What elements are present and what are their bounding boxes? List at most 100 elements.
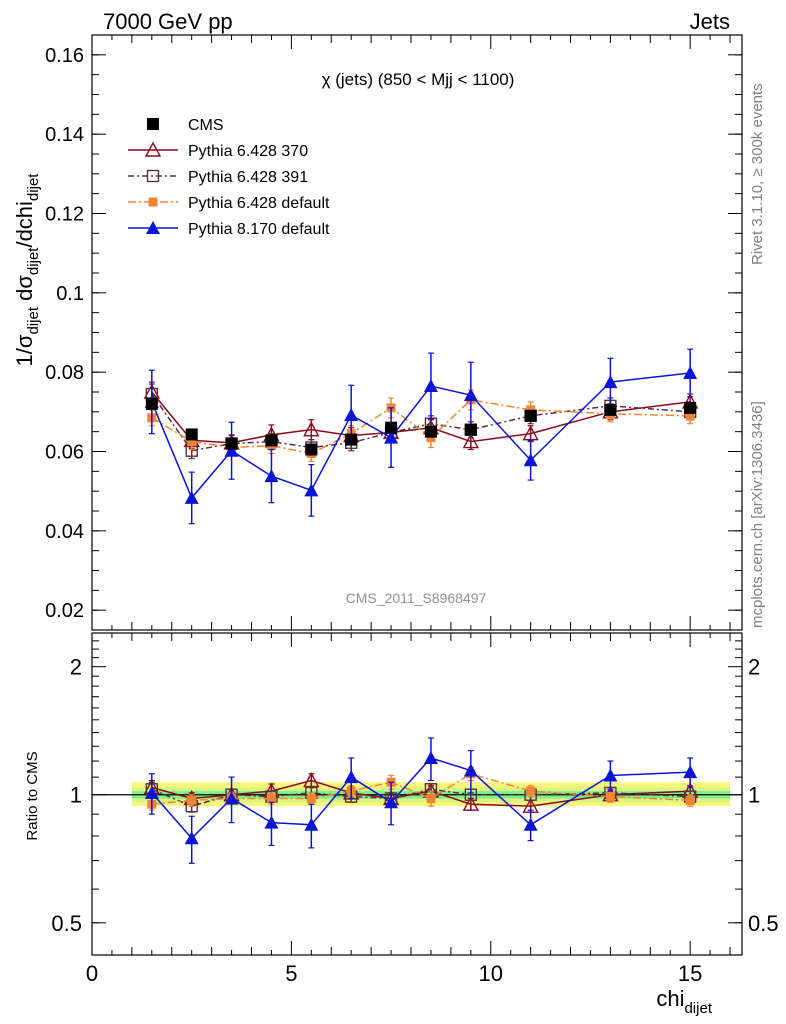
legend-item: Pythia 6.428 default — [128, 195, 330, 212]
main-data-point — [603, 375, 618, 389]
main-data-point — [604, 403, 617, 416]
ratio-data-point — [605, 792, 615, 802]
x-tick-label: 5 — [285, 961, 297, 986]
x-tick-label: 0 — [86, 961, 98, 986]
main-data-point — [522, 425, 539, 441]
ratio-y-tick-label-right: 2 — [748, 655, 760, 680]
main-data-point — [304, 483, 319, 497]
ratio-data-point — [184, 831, 199, 845]
main-series-line-4 — [151, 372, 691, 500]
legend-item: Pythia 8.170 default — [128, 221, 330, 238]
main-series-0 — [145, 397, 697, 456]
svg-text:1/σdijet dσdijet/dchidijet: 1/σdijet dσdijet/dchidijet — [12, 173, 42, 367]
energy-label: 7000 GeV pp — [103, 9, 233, 34]
ratio-data-point — [384, 795, 399, 809]
main-y-axis-label: 1/σdijet dσdijet/dchidijet — [12, 173, 42, 367]
ratio-data-point — [685, 795, 695, 805]
ratio-data-point — [264, 815, 279, 829]
ratio-series-line-3 — [151, 757, 691, 840]
legend-item: Pythia 6.428 391 — [128, 169, 308, 186]
ratio-data-point — [526, 786, 536, 796]
main-y-tick-label: 0.12 — [45, 204, 84, 226]
legend-item: Pythia 6.428 370 — [128, 141, 308, 160]
ratio-y-tick-label: 2 — [70, 655, 82, 680]
ratio-data-point — [683, 765, 698, 779]
ratio-data-point — [523, 817, 538, 831]
main-data-point — [462, 433, 480, 449]
main-panel: 0.02 0.04 0.06 0.08 0.1 0.12 0.14 0.16 — [45, 34, 743, 631]
main-data-point — [683, 365, 698, 379]
main-data-point — [463, 388, 478, 402]
main-data-point — [385, 421, 398, 434]
main-data-point — [684, 401, 697, 414]
main-chart-title: χ (jets) (850 < Mjj < 1100) — [322, 70, 515, 89]
main-data-point — [685, 411, 695, 421]
main-data-point — [524, 409, 537, 422]
main-data-point — [423, 379, 438, 393]
ratio-data-point — [144, 785, 159, 799]
main-data-point — [185, 428, 198, 441]
main-data-point — [187, 437, 197, 447]
rivet-side-label: Rivet 3.1.10, ≥ 300k events — [749, 83, 766, 265]
ratio-data-point — [303, 772, 320, 788]
ratio-y-axis-label: Ratio to CMS — [24, 751, 41, 840]
ratio-series-line-2 — [151, 772, 691, 805]
process-label: Jets — [690, 9, 730, 34]
legend-marker — [146, 169, 160, 183]
legend-label: CMS — [188, 117, 224, 134]
main-series-4 — [144, 348, 698, 525]
main-data-point — [464, 423, 477, 436]
x-tick-label: 15 — [678, 961, 702, 986]
main-y-tick-label: 0.04 — [45, 521, 84, 543]
ratio-series-line-1 — [151, 788, 691, 807]
analysis-watermark: CMS_2011_S8968497 — [346, 590, 487, 606]
ratio-data-point — [266, 793, 276, 803]
main-y-tick-label: 0.14 — [45, 124, 84, 146]
main-y-tick-label: 0.08 — [45, 362, 84, 384]
main-data-point — [424, 425, 437, 438]
ratio-series-3 — [144, 737, 698, 864]
main-data-point — [523, 453, 538, 467]
ratio-y-tick-label-right: 1 — [748, 783, 760, 808]
ratio-data-point — [462, 795, 480, 811]
ratio-data-point — [423, 750, 438, 764]
main-data-point — [344, 408, 359, 422]
x-axis-label: chidijet — [656, 986, 712, 1017]
ratio-frame — [91, 632, 743, 956]
main-data-point — [265, 434, 278, 447]
legend-label: Pythia 6.428 370 — [188, 143, 308, 160]
main-data-point — [305, 443, 318, 456]
main-data-point — [224, 443, 239, 457]
main-data-point — [303, 421, 320, 437]
main-y-tick-label: 0.06 — [45, 442, 84, 464]
ratio-y-tick-label: 0.5 — [51, 911, 82, 936]
legend-item: CMS — [147, 117, 224, 134]
main-series-line-3 — [151, 399, 691, 455]
main-y-tick-label: 0.02 — [45, 600, 84, 622]
ratio-data-point — [187, 795, 197, 805]
ratio-data-point — [306, 793, 316, 803]
ratio-data-point — [344, 770, 359, 784]
ratio-data-point — [224, 791, 239, 805]
main-series-line-1 — [151, 391, 691, 444]
legend-marker — [148, 197, 158, 207]
ratio-panel: 0.5 0.5 1 1 2 2 0 5 10 15 — [51, 632, 779, 986]
main-y-tick-label: 0.1 — [56, 283, 84, 305]
main-data-point — [184, 490, 199, 504]
mcplots-side-label: mcplots.cern.ch [arXiv:1306.3436] — [749, 401, 766, 628]
main-data-point — [384, 430, 399, 444]
main-data-point — [345, 433, 358, 446]
main-data-point — [264, 469, 279, 483]
legend-label: Pythia 6.428 default — [188, 195, 330, 212]
ratio-series-line-0 — [151, 779, 691, 807]
x-tick-label: 10 — [479, 961, 503, 986]
legend: CMS Pythia 6.428 370 Pythia 6.428 391 Pythi… — [128, 117, 330, 238]
ratio-data-point — [463, 763, 478, 777]
ratio-data-point — [603, 768, 618, 782]
main-data-point — [145, 397, 158, 410]
legend-marker — [147, 118, 159, 130]
main-series-line-2 — [151, 393, 691, 452]
main-y-tick-label: 0.16 — [45, 45, 84, 67]
legend-marker — [146, 221, 160, 234]
